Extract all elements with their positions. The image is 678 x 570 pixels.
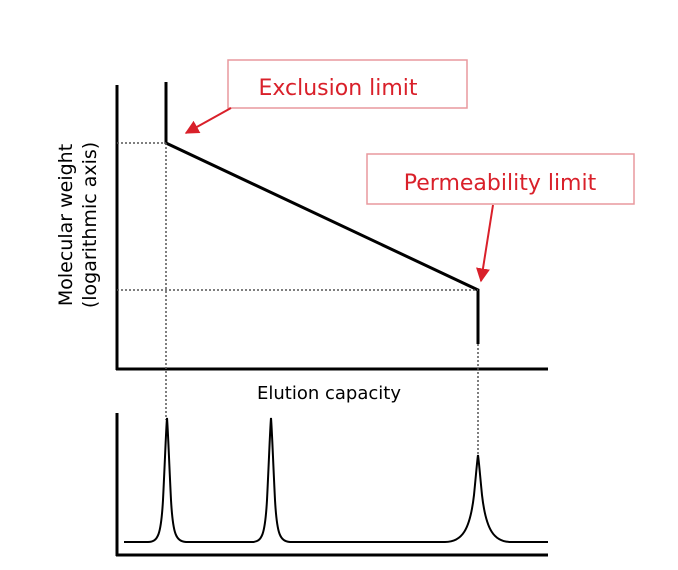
y-axis-label-line1: Molecular weight	[55, 144, 77, 306]
calibration-curve	[164, 82, 480, 344]
x-axis-label: Elution capacity	[257, 383, 401, 404]
chromatogram-trace	[124, 417, 548, 543]
permeability-limit-callout: Permeability limit	[366, 153, 635, 283]
permeability-limit-box	[366, 153, 635, 205]
permeability-limit-arrow	[476, 204, 494, 283]
exclusion-limit-arrow	[184, 107, 232, 134]
exclusion-limit-callout: Exclusion limit	[184, 59, 468, 134]
y-axis-label-line2: (logarithmic axis)	[79, 142, 101, 308]
exclusion-limit-label: Exclusion limit	[258, 76, 417, 101]
exclusion-limit-box	[227, 59, 468, 109]
y-axis-label: Molecular weight (logarithmic axis)	[55, 142, 101, 308]
permeability-limit-label: Permeability limit	[404, 171, 597, 196]
